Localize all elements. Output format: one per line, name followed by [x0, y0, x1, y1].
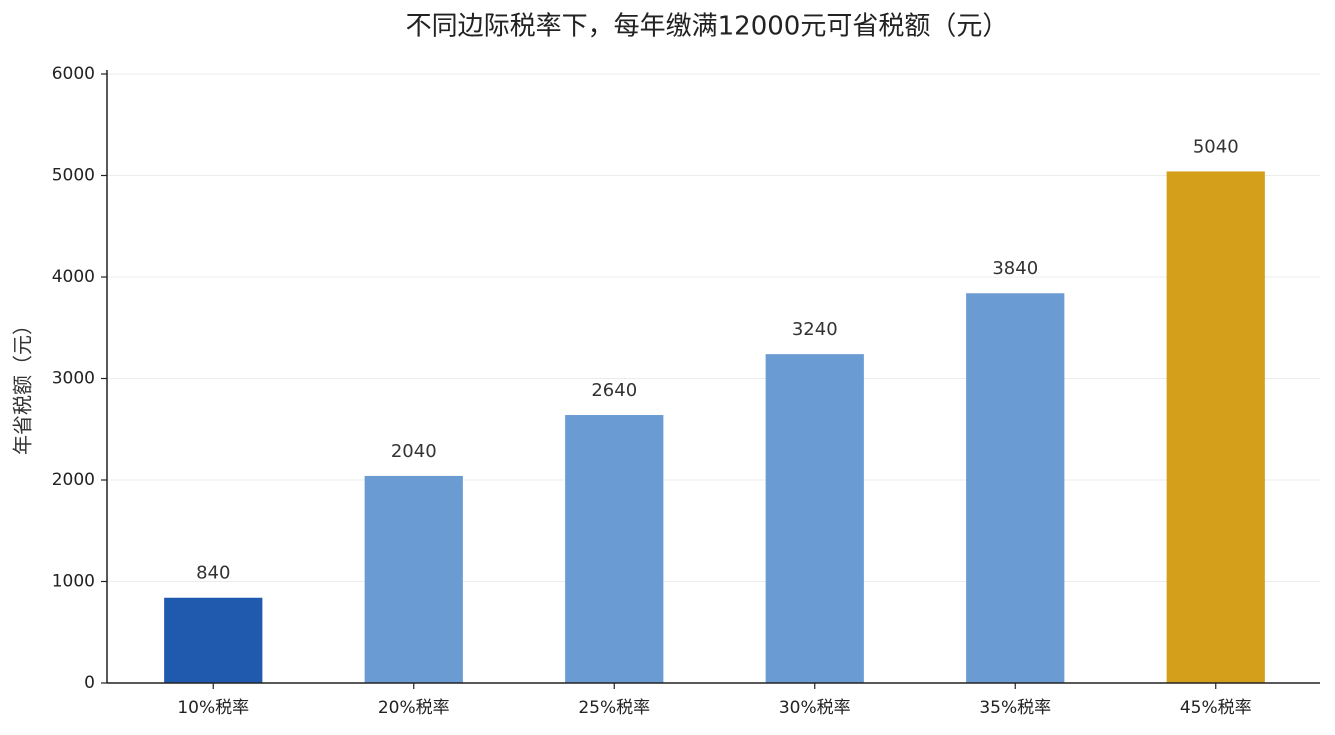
x-tick-label: 45%税率	[1180, 698, 1252, 718]
y-tick-label: 4000	[52, 267, 95, 287]
bar	[765, 354, 864, 683]
chart-title: 不同边际税率下，每年缴满12000元可省税额（元）	[406, 12, 1009, 42]
y-tick-label: 2000	[52, 470, 95, 490]
value-label: 5040	[1193, 136, 1239, 157]
x-tick-label: 20%税率	[378, 698, 450, 718]
value-label: 2040	[391, 441, 437, 462]
y-tick-label: 6000	[52, 64, 95, 84]
x-tick-label: 25%税率	[578, 698, 650, 718]
bar	[164, 597, 263, 683]
x-tick-label: 30%税率	[779, 698, 851, 718]
y-tick-label: 0	[84, 673, 95, 693]
value-label: 3840	[992, 258, 1038, 279]
bar	[1166, 171, 1265, 683]
x-tick-label: 10%税率	[177, 698, 249, 718]
value-label: 3240	[792, 319, 838, 340]
bar	[966, 293, 1065, 683]
y-tick-label: 3000	[52, 369, 95, 389]
y-axis-label: 年省税额（元）	[11, 315, 35, 455]
bar	[565, 415, 664, 683]
y-tick-label: 5000	[52, 166, 95, 186]
value-label: 2640	[591, 380, 637, 401]
x-tick-label: 35%税率	[979, 698, 1051, 718]
bar	[364, 475, 463, 683]
y-tick-label: 1000	[52, 572, 95, 592]
value-label: 840	[196, 563, 230, 584]
